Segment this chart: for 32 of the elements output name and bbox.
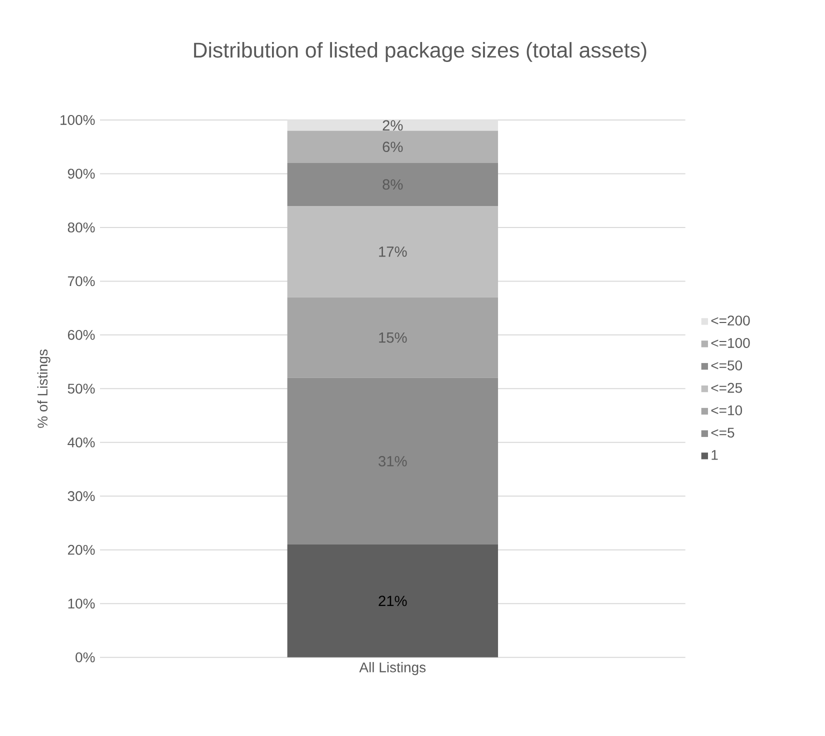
legend-label: <=10 bbox=[711, 405, 742, 416]
data-label: 6% bbox=[382, 142, 403, 152]
bar bbox=[287, 162, 498, 206]
legend-label: <=25 bbox=[711, 382, 742, 393]
y-tick-label: 50% bbox=[68, 384, 95, 394]
y-tick-label: 70% bbox=[68, 276, 95, 286]
bar bbox=[287, 378, 498, 544]
bar bbox=[287, 130, 498, 163]
bar bbox=[287, 206, 498, 298]
legend-label: <=5 bbox=[711, 428, 734, 438]
legend-label: <=50 bbox=[711, 360, 742, 370]
y-tick-label: 80% bbox=[68, 222, 95, 232]
legend-label: <=200 bbox=[711, 316, 750, 326]
y-tick-label: 100% bbox=[60, 115, 95, 125]
bar bbox=[287, 544, 498, 658]
y-tick-label: 60% bbox=[68, 330, 95, 340]
data-label: 2% bbox=[382, 120, 403, 131]
y-tick-label: 20% bbox=[68, 544, 95, 555]
legend-label: 1 bbox=[712, 450, 718, 460]
chart-title: Distribution of listed package sizes (total assets) bbox=[194, 42, 646, 62]
y-tick-label: 10% bbox=[68, 598, 95, 609]
y-axis-title: % of Listings bbox=[37, 350, 50, 428]
y-tick-label: 40% bbox=[68, 437, 95, 448]
legend-label: <=100 bbox=[711, 338, 750, 348]
y-tick-label: 90% bbox=[68, 168, 95, 179]
y-tick-label: 0% bbox=[76, 652, 95, 662]
x-tick-label: All Listings bbox=[359, 662, 426, 676]
bar bbox=[287, 297, 498, 378]
data-label: 21% bbox=[378, 596, 407, 606]
data-label: 15% bbox=[379, 332, 407, 343]
data-label: 17% bbox=[379, 246, 407, 257]
y-tick-label: 30% bbox=[68, 491, 95, 502]
